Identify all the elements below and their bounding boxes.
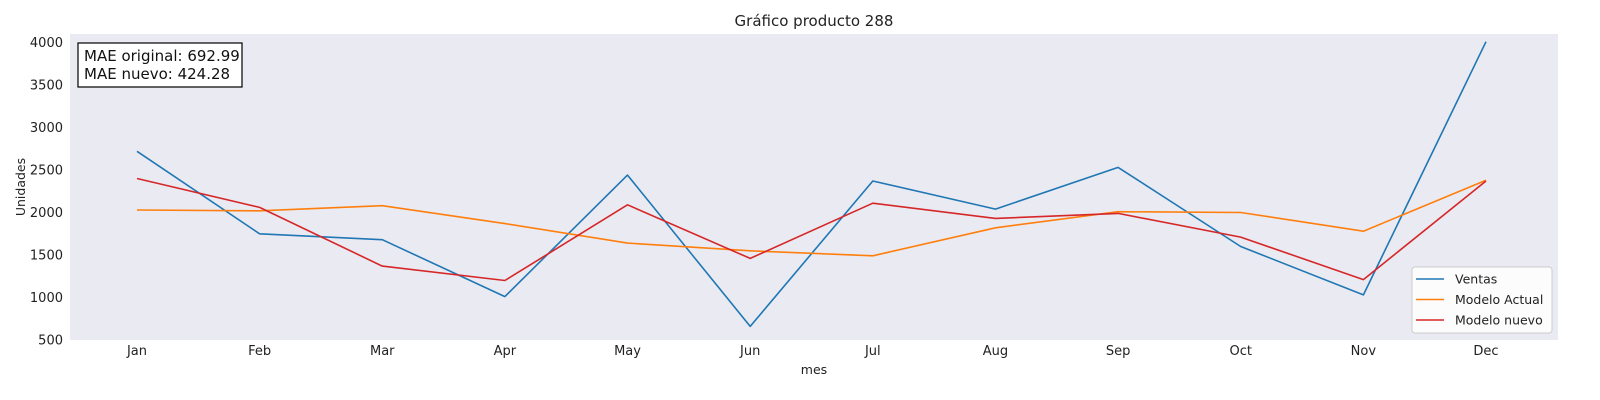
legend-frame [1411, 266, 1553, 334]
x-tick-label: Nov [1351, 344, 1377, 359]
y-tick-label: 2000 [30, 206, 63, 221]
x-axis-label: mes [801, 362, 827, 377]
mae-annotation-box: MAE original: 692.99 MAE nuevo: 424.28 [77, 42, 243, 88]
chart-title: Gráfico producto 288 [735, 12, 894, 30]
x-tick-label: Jul [864, 344, 881, 359]
y-axis-ticks: 500 1000 1500 2000 2500 3000 3500 4000 [30, 36, 63, 349]
legend: Ventas Modelo Actual Modelo nuevo [1411, 266, 1553, 334]
x-tick-label: Oct [1229, 344, 1251, 359]
x-tick-label: Aug [983, 344, 1008, 359]
x-tick-label: Apr [494, 344, 517, 359]
annotation-mae-original: MAE original: 692.99 [84, 47, 240, 65]
x-tick-label: Jun [739, 344, 760, 359]
x-axis-ticks: Jan Feb Mar Apr May Jun Jul Aug Sep Oct Nov Dec [126, 344, 1499, 359]
x-tick-label: Mar [370, 344, 395, 359]
series-line [136, 179, 1487, 257]
plot-area [70, 34, 1558, 340]
y-tick-label: 500 [38, 334, 63, 349]
y-tick-label: 2500 [30, 164, 63, 179]
series-line [136, 177, 1487, 282]
series-layer [136, 41, 1487, 328]
y-tick-label: 1500 [30, 249, 63, 264]
x-tick-label: Dec [1473, 344, 1498, 359]
legend-label: Modelo Actual [1455, 292, 1543, 307]
x-tick-label: Jan [126, 344, 147, 359]
y-tick-label: 1000 [30, 291, 63, 306]
y-tick-label: 3000 [30, 121, 63, 136]
x-tick-label: May [614, 344, 641, 359]
y-axis-label: Unidades [13, 158, 28, 216]
legend-label: Ventas [1455, 272, 1497, 287]
x-tick-label: Feb [248, 344, 271, 359]
x-tick-label: Sep [1106, 344, 1131, 359]
y-tick-label: 4000 [30, 36, 63, 51]
annotation-frame [77, 42, 243, 88]
legend-label: Modelo nuevo [1455, 313, 1543, 328]
y-tick-label: 3500 [30, 79, 63, 94]
annotation-mae-nuevo: MAE nuevo: 424.28 [84, 65, 230, 83]
